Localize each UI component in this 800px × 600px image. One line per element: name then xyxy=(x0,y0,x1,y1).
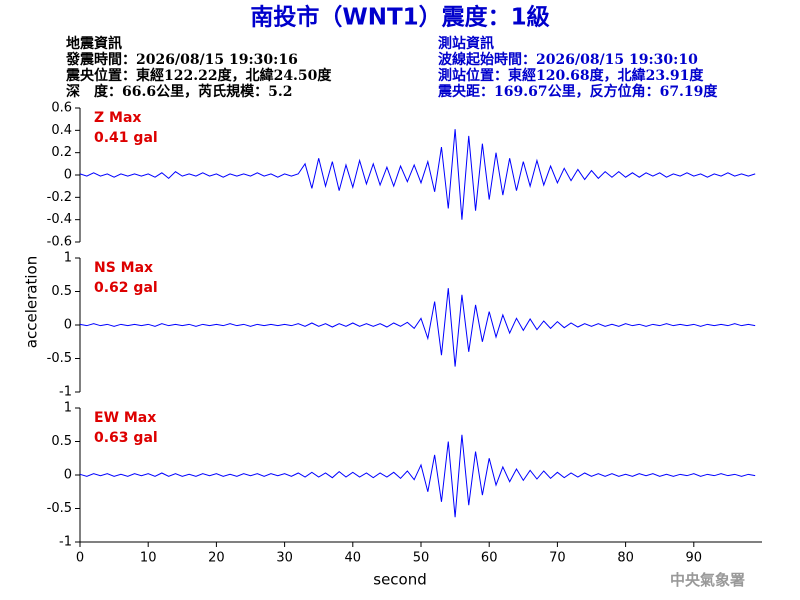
x-tick-label: 40 xyxy=(345,551,362,566)
y-tick-label: -1 xyxy=(59,385,72,400)
annotation: 0.63 gal xyxy=(94,430,158,446)
x-tick-label: 60 xyxy=(481,551,498,566)
y-tick-label: -1 xyxy=(59,535,72,550)
x-tick-label: 70 xyxy=(549,551,566,566)
x-tick-label: 90 xyxy=(686,551,703,566)
x-tick-label: 80 xyxy=(617,551,634,566)
x-tick-label: 10 xyxy=(140,551,157,566)
y-tick-label: -0.4 xyxy=(47,212,72,227)
waveform xyxy=(79,288,756,367)
header-line: 深 度：66.6公里，芮氏規模：5.2 xyxy=(66,83,292,100)
annotation: Z Max xyxy=(94,110,141,126)
x-tick-label: 0 xyxy=(76,551,84,566)
x-tick-label: 20 xyxy=(208,551,225,566)
waveform xyxy=(79,434,756,518)
y-tick-label: -0.5 xyxy=(47,351,72,366)
y-tick-label: 0.2 xyxy=(51,145,72,160)
header-line: 測站資訊 xyxy=(438,35,494,52)
footer: 中央氣象署 xyxy=(670,571,745,589)
y-axis-label: acceleration xyxy=(23,256,41,348)
waveform xyxy=(79,129,756,220)
x-tick-label: 30 xyxy=(276,551,293,566)
x-tick-label: 50 xyxy=(413,551,430,566)
y-tick-label: 1 xyxy=(64,401,72,416)
header-line: 震央距：169.67公里，反方位角：67.19度 xyxy=(437,83,718,100)
chart-title: 南投市（WNT1）震度：1級 xyxy=(250,4,549,31)
y-tick-label: 0 xyxy=(64,468,72,483)
y-tick-label: 0.6 xyxy=(51,101,72,116)
header-line: 測站位置：東經120.68度，北緯23.91度 xyxy=(438,67,704,84)
annotation: 0.41 gal xyxy=(94,130,158,146)
header-line: 波線起始時間：2026/08/15 19:30:10 xyxy=(438,51,698,68)
x-axis-label: second xyxy=(373,571,427,589)
y-tick-label: 0.5 xyxy=(51,284,72,299)
header-line: 發震時間：2026/08/15 19:30:16 xyxy=(65,51,298,68)
y-tick-label: -0.5 xyxy=(47,501,72,516)
annotation: 0.62 gal xyxy=(94,280,158,296)
y-tick-label: -0.6 xyxy=(47,235,72,250)
annotation: EW Max xyxy=(94,410,156,426)
header-line: 地震資訊 xyxy=(66,35,122,52)
header-line: 震央位置：東經122.22度，北緯24.50度 xyxy=(65,67,332,84)
y-tick-label: 0.5 xyxy=(51,434,72,449)
y-tick-label: 0.4 xyxy=(51,123,72,138)
y-tick-label: 1 xyxy=(64,251,72,266)
y-tick-label: 0 xyxy=(64,168,72,183)
y-tick-label: 0 xyxy=(64,318,72,333)
y-tick-label: -0.2 xyxy=(47,190,72,205)
annotation: NS Max xyxy=(94,260,153,276)
